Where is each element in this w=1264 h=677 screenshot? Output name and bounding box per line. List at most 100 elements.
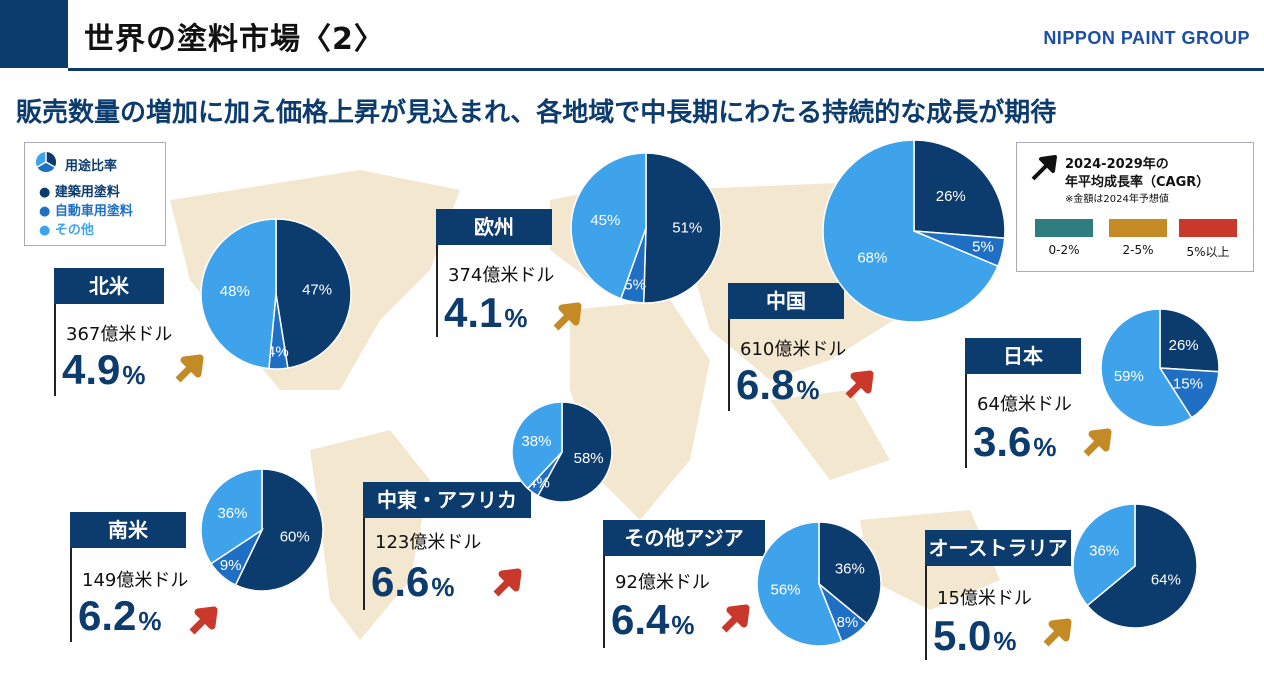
pie-slice-architectural bbox=[234, 468, 324, 592]
pie-chart-china: 26% 5% 68% bbox=[822, 139, 1006, 323]
pie-data-label: 15% bbox=[1173, 375, 1203, 392]
arrow-up-right-icon bbox=[1031, 155, 1057, 181]
pie-slice-architectural bbox=[913, 139, 1006, 240]
trend-arrow-icon bbox=[553, 302, 582, 331]
pie-data-label: 5% bbox=[624, 276, 646, 293]
header-accent-square bbox=[0, 0, 68, 68]
pie-data-label: 9% bbox=[220, 557, 242, 574]
trend-arrow-icon bbox=[189, 606, 218, 635]
market-size: 123億米ドル bbox=[375, 532, 482, 553]
market-size: 367億米ドル bbox=[66, 324, 173, 345]
cagr-label-low: 0-2% bbox=[1048, 243, 1080, 257]
pie-data-label: 48% bbox=[220, 283, 250, 300]
trend-arrow-icon bbox=[1083, 428, 1112, 457]
usage-legend: 用途比率 ● 建築用塗料 ● 自動車用塗料 ● その他 bbox=[24, 142, 166, 246]
pie-chart-north-america: 47% 4% 48% bbox=[200, 218, 352, 370]
cagr-legend-note: ※金額は2024年予想値 bbox=[1065, 194, 1169, 205]
pie-chart-europe: 51% 5% 45% bbox=[570, 152, 722, 304]
pie-data-label: 26% bbox=[1169, 337, 1199, 354]
cagr-value: 6.4% bbox=[611, 596, 695, 643]
pie-chart-south-america: 60% 9% 36% bbox=[200, 468, 324, 592]
pie-slice-automotive bbox=[1158, 367, 1220, 419]
cagr-label-high: 5%以上 bbox=[1186, 245, 1230, 259]
pie-slice-architectural bbox=[818, 521, 882, 625]
pie-slice-architectural bbox=[642, 152, 722, 304]
region-label: 日本 bbox=[965, 338, 1081, 374]
pie-slice-other bbox=[756, 521, 843, 647]
pie-data-label: 68% bbox=[857, 250, 887, 267]
pie-slice-other bbox=[822, 139, 999, 323]
market-size: 64億米ドル bbox=[977, 394, 1072, 415]
pie-data-label: 45% bbox=[590, 212, 620, 229]
region-label: 南米 bbox=[70, 512, 186, 548]
pie-slice-other bbox=[200, 468, 263, 565]
trend-arrow-icon bbox=[493, 568, 522, 597]
brand-logo-text: NIPPON PAINT GROUP bbox=[1043, 28, 1250, 48]
pie-chart-japan: 26% 15% 59% bbox=[1100, 308, 1220, 428]
pie-data-label: 59% bbox=[1114, 368, 1144, 385]
legend-item-automotive: ● 自動車用塗料 bbox=[39, 204, 133, 219]
pie-slice-architectural bbox=[1159, 308, 1220, 373]
legend-item-architectural: ● 建築用塗料 bbox=[39, 185, 120, 200]
pie-chart-australia: 64% 36% bbox=[1072, 503, 1198, 629]
trend-arrow-icon bbox=[845, 370, 874, 399]
pie-data-label: 5% bbox=[972, 239, 994, 256]
cagr-value: 6.8% bbox=[736, 361, 820, 408]
cagr-legend-title-2: 年平均成長率（CAGR） bbox=[1065, 175, 1210, 190]
page-title: 世界の塗料市場〈2〉 bbox=[84, 22, 385, 57]
pie-data-label: 64% bbox=[1151, 571, 1181, 588]
region-label: その他アジア bbox=[603, 520, 765, 556]
pie-slice-other bbox=[1100, 308, 1193, 428]
region-label: 北米 bbox=[54, 268, 164, 304]
pie-slice-other bbox=[1072, 503, 1136, 607]
cagr-value: 4.9% bbox=[62, 346, 146, 393]
cagr-value: 5.0% bbox=[933, 612, 1017, 659]
pie-data-label: 56% bbox=[770, 581, 800, 598]
pie-data-label: 36% bbox=[1089, 542, 1119, 559]
pie-slice-architectural bbox=[275, 218, 352, 369]
pie-chart-other-asia: 36% 8% 56% bbox=[756, 521, 882, 647]
region-label: 中国 bbox=[728, 283, 844, 319]
pie-data-label: 47% bbox=[302, 282, 332, 299]
cagr-value: 6.6% bbox=[371, 558, 455, 605]
pie-data-label: 60% bbox=[280, 528, 310, 545]
market-size: 92億米ドル bbox=[615, 572, 710, 593]
cagr-value: 6.2% bbox=[78, 592, 162, 639]
market-size: 610億米ドル bbox=[740, 339, 847, 360]
pie-data-label: 38% bbox=[521, 433, 551, 450]
market-size: 149億米ドル bbox=[82, 570, 189, 591]
cagr-legend-title-1: 2024-2029年の bbox=[1065, 157, 1169, 172]
pie-legend-icon bbox=[36, 152, 56, 172]
cagr-label-mid: 2-5% bbox=[1122, 243, 1154, 257]
header-divider bbox=[68, 68, 1264, 71]
trend-arrow-icon bbox=[175, 354, 204, 383]
trend-arrow-icon bbox=[721, 604, 750, 633]
cagr-legend: 2024-2029年の 年平均成長率（CAGR） ※金額は2024年予想値 0-… bbox=[1016, 142, 1254, 272]
pie-data-label: 36% bbox=[217, 505, 247, 522]
cagr-swatch-mid bbox=[1109, 219, 1167, 237]
cagr-swatch-low bbox=[1035, 219, 1093, 237]
pie-slice-architectural bbox=[536, 401, 613, 503]
cagr-value: 3.6% bbox=[973, 418, 1057, 465]
pie-slice-architectural bbox=[1086, 503, 1198, 629]
pie-slice-other bbox=[511, 401, 563, 490]
legend-item-other: ● その他 bbox=[39, 223, 94, 238]
cagr-swatch-high bbox=[1179, 219, 1237, 237]
market-size: 374億米ドル bbox=[448, 265, 555, 286]
pie-data-label: 36% bbox=[835, 560, 865, 577]
usage-legend-title: 用途比率 bbox=[65, 159, 118, 174]
pie-data-label: 26% bbox=[936, 188, 966, 205]
cagr-value: 4.1% bbox=[444, 289, 528, 336]
trend-arrow-icon bbox=[1043, 618, 1072, 647]
region-label: オーストラリア bbox=[925, 530, 1071, 566]
pie-data-label: 4% bbox=[267, 343, 289, 360]
region-label: 中東・アフリカ bbox=[363, 482, 531, 518]
page-subtitle: 販売数量の増加に加え価格上昇が見込まれ、各地域で中長期にわたる持続的な成長が期待 bbox=[16, 98, 1057, 128]
pie-chart-middle-east-africa: 58%4%38% bbox=[511, 401, 613, 503]
pie-data-label: 58% bbox=[574, 450, 604, 467]
pie-slice-other bbox=[570, 152, 647, 300]
pie-data-label: 51% bbox=[672, 220, 702, 237]
pie-data-label: 8% bbox=[837, 614, 859, 631]
pie-slice-other bbox=[200, 218, 277, 370]
region-label: 欧州 bbox=[436, 209, 552, 245]
